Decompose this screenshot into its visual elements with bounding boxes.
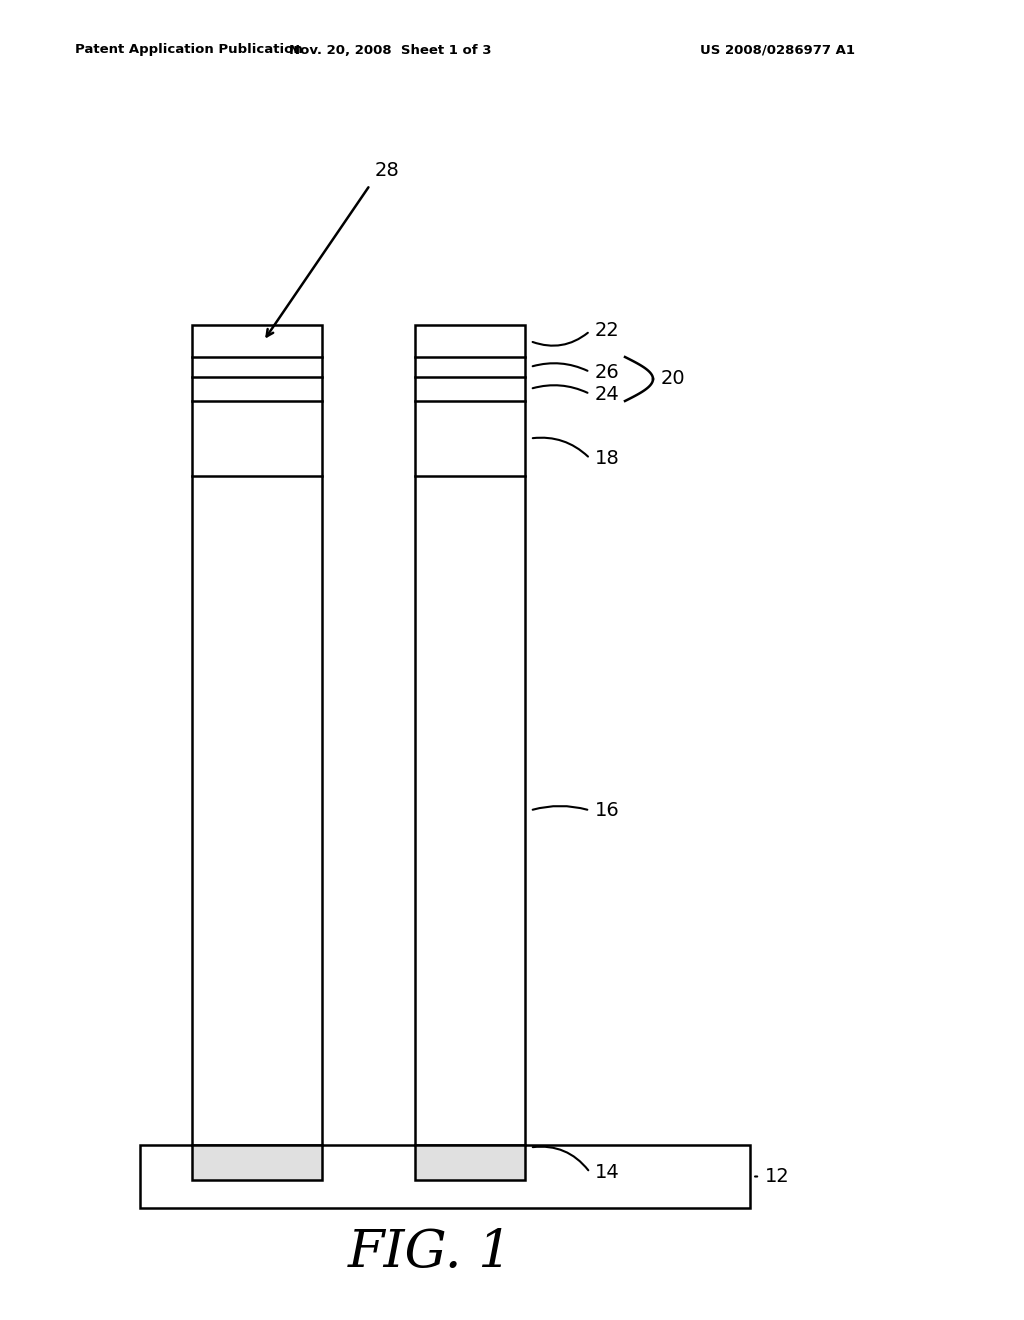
Bar	[193, 1144, 322, 1180]
Bar	[415, 325, 525, 1144]
Text: US 2008/0286977 A1: US 2008/0286977 A1	[700, 44, 855, 57]
Text: 24: 24	[595, 384, 620, 404]
Text: FIG. 1: FIG. 1	[347, 1226, 512, 1278]
Text: Patent Application Publication: Patent Application Publication	[75, 44, 303, 57]
Bar	[415, 1144, 525, 1180]
Text: 26: 26	[595, 363, 620, 381]
Text: 28: 28	[375, 161, 399, 180]
Bar	[140, 1144, 750, 1208]
Text: 14: 14	[595, 1163, 620, 1181]
Text: 12: 12	[765, 1167, 790, 1185]
Bar	[193, 325, 322, 1144]
Text: 22: 22	[595, 322, 620, 341]
Text: 18: 18	[595, 449, 620, 469]
Text: 16: 16	[595, 801, 620, 820]
Text: Nov. 20, 2008  Sheet 1 of 3: Nov. 20, 2008 Sheet 1 of 3	[289, 44, 492, 57]
Text: 20: 20	[662, 370, 686, 388]
